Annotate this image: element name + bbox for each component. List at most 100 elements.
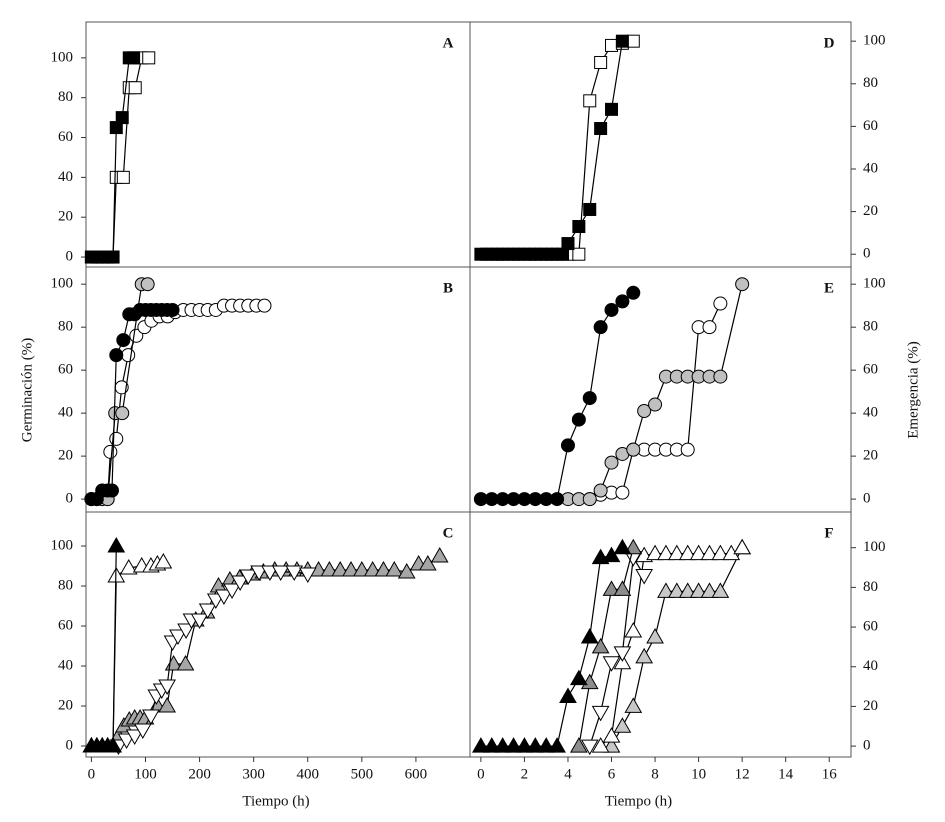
x-tick-label: 0 xyxy=(88,766,96,782)
marker xyxy=(106,250,120,264)
marker xyxy=(648,397,663,412)
marker xyxy=(582,492,597,507)
plot-frame xyxy=(469,511,852,758)
plot-frame xyxy=(469,21,852,268)
marker xyxy=(733,538,752,555)
marker xyxy=(177,623,195,640)
marker xyxy=(604,302,619,317)
marker xyxy=(569,737,588,753)
series xyxy=(473,285,641,507)
y-tick-label: 60 xyxy=(863,118,878,134)
marker xyxy=(374,560,393,577)
marker xyxy=(482,737,501,753)
series xyxy=(472,538,632,753)
marker xyxy=(430,546,449,563)
marker xyxy=(593,320,608,335)
marker xyxy=(198,603,217,620)
marker xyxy=(580,627,599,644)
marker xyxy=(604,455,619,470)
series xyxy=(84,302,180,507)
marker xyxy=(667,582,686,598)
marker xyxy=(700,582,719,598)
marker xyxy=(223,583,241,600)
x-tick-label: 300 xyxy=(242,766,265,782)
marker xyxy=(615,485,630,500)
y-tick-label: 80 xyxy=(863,579,878,595)
x-tick-label: 6 xyxy=(608,766,616,782)
marker xyxy=(363,560,382,577)
series-line xyxy=(91,305,265,500)
marker xyxy=(702,320,717,335)
y-tick-label: 40 xyxy=(58,169,73,185)
x-tick-label: 500 xyxy=(351,766,374,782)
marker xyxy=(257,298,272,313)
marker xyxy=(637,403,652,418)
marker xyxy=(298,567,317,584)
y-tick-label: 0 xyxy=(66,491,74,507)
x-tick-label: 4 xyxy=(564,766,572,782)
marker xyxy=(331,560,350,577)
marker xyxy=(561,237,575,251)
y-tick-label: 0 xyxy=(66,737,74,753)
marker xyxy=(125,729,144,746)
marker xyxy=(580,739,599,756)
series xyxy=(82,546,449,753)
marker xyxy=(142,709,160,726)
panel-label: D xyxy=(824,35,835,51)
marker xyxy=(190,613,209,630)
marker xyxy=(613,580,632,596)
x-tick-label: 14 xyxy=(778,766,794,782)
x-tick-label: 200 xyxy=(188,766,211,782)
marker xyxy=(583,94,597,108)
marker xyxy=(626,285,641,300)
x-tick-label: 16 xyxy=(822,766,838,782)
marker xyxy=(735,277,750,292)
marker xyxy=(154,552,173,569)
marker xyxy=(615,294,630,309)
y-tick-label: 20 xyxy=(58,697,73,713)
marker xyxy=(678,544,697,561)
panel-label: A xyxy=(443,35,454,51)
marker xyxy=(504,737,523,753)
marker xyxy=(591,737,610,753)
marker xyxy=(140,277,155,292)
series xyxy=(591,538,752,753)
marker xyxy=(158,679,176,696)
marker xyxy=(128,81,142,95)
y-tick-label: 0 xyxy=(863,738,871,754)
marker xyxy=(602,727,621,743)
marker xyxy=(678,582,697,598)
y-tick-label: 100 xyxy=(863,276,886,292)
marker xyxy=(271,565,290,582)
y-tick-label: 80 xyxy=(58,89,73,105)
marker xyxy=(215,589,233,606)
marker xyxy=(711,544,730,561)
marker xyxy=(605,38,619,52)
marker xyxy=(133,723,152,740)
marker xyxy=(615,34,629,48)
marker xyxy=(571,412,586,427)
marker xyxy=(239,569,258,586)
marker xyxy=(169,629,187,646)
marker xyxy=(613,538,632,555)
series xyxy=(580,551,654,756)
marker xyxy=(591,705,610,722)
marker xyxy=(680,442,695,457)
marker xyxy=(537,737,556,753)
marker xyxy=(569,669,588,686)
series xyxy=(474,34,629,261)
series xyxy=(602,538,752,753)
y-tick-label: 20 xyxy=(863,448,878,464)
marker xyxy=(142,51,156,65)
y-tick-label: 0 xyxy=(863,491,871,507)
marker xyxy=(560,438,575,453)
x-tick-label: 100 xyxy=(134,766,157,782)
marker xyxy=(613,717,632,733)
y-tick-label: 0 xyxy=(863,246,871,262)
y-tick-label: 80 xyxy=(58,319,73,335)
marker xyxy=(657,544,675,561)
y-tick-label: 80 xyxy=(863,75,878,91)
x-tick-label: 12 xyxy=(735,766,750,782)
marker xyxy=(594,122,608,136)
